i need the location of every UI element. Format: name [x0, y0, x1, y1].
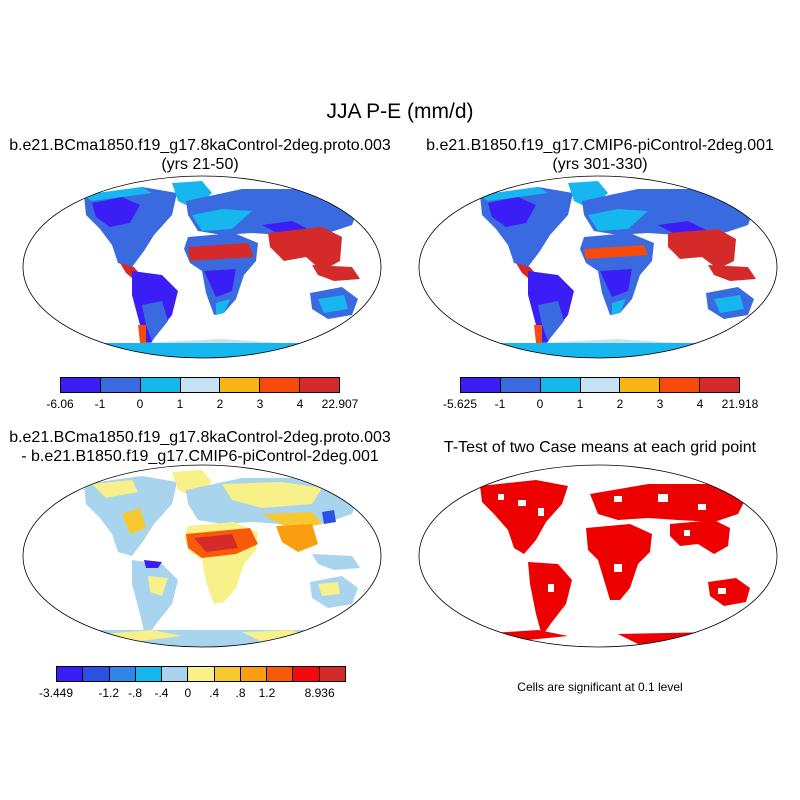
colorbar-tick-label: -5.625 — [442, 397, 478, 411]
colorbar-swatch — [461, 378, 501, 392]
map-bottom-right — [418, 464, 778, 649]
colorbar-tick-label: 3 — [256, 397, 264, 411]
colorbar-tick-label: 3 — [656, 397, 664, 411]
panel-title-line2: (yrs 301-330) — [552, 156, 648, 173]
world-map-pe-difference — [22, 464, 382, 648]
significance-note: Cells are significant at 0.1 level — [517, 680, 683, 694]
colorbar-bottom-left — [56, 666, 346, 682]
colorbar-swatch — [500, 378, 541, 392]
colorbar-tick-label: 0 — [536, 397, 544, 411]
colorbar-tick-label: 4 — [296, 397, 304, 411]
colorbar-tick-label: .4 — [209, 686, 220, 700]
colorbar-tick-label: 1 — [576, 397, 584, 411]
colorbar-swatch — [61, 378, 101, 392]
colorbar-tick-label: -6.06 — [46, 397, 74, 411]
colorbar-tick-label: 21.918 — [721, 397, 759, 411]
colorbar-swatch — [109, 667, 136, 681]
colorbar-swatch — [83, 667, 110, 681]
colorbar-tick-label: -3.449 — [38, 686, 74, 700]
colorbar-swatch — [162, 667, 189, 681]
colorbar-tick-label: 22.907 — [321, 397, 359, 411]
colorbar-swatch — [100, 378, 141, 392]
panel-title-line2: (yrs 21-50) — [161, 156, 239, 173]
colorbar-swatch — [660, 378, 701, 392]
colorbar-swatch — [57, 667, 84, 681]
colorbar-tick-label: 4 — [696, 397, 704, 411]
colorbar-tick-label: .8 — [235, 686, 246, 700]
colorbar-swatch — [214, 667, 241, 681]
figure-title: JJA P-E (mm/d) — [326, 100, 474, 123]
colorbar-tick-label: 2 — [616, 397, 624, 411]
colorbar-swatch — [700, 378, 740, 392]
panel-title-bottom-left: b.e21.BCma1850.f19_g17.8kaControl-2deg.p… — [0, 428, 400, 466]
panel-title-line1: b.e21.BCma1850.f19_g17.8kaControl-2deg.p… — [9, 429, 391, 446]
colorbar-swatch — [135, 667, 163, 681]
world-map-pe-case2 — [418, 175, 778, 359]
colorbar-tick-label: -1.2 — [98, 686, 120, 700]
colorbar-swatch — [140, 378, 181, 392]
colorbar-swatch — [240, 667, 268, 681]
colorbar-swatch — [267, 667, 294, 681]
panel-title-bottom-right: T-Test of two Case means at each grid po… — [443, 439, 757, 456]
colorbar-swatch — [260, 378, 301, 392]
colorbar-swatch — [188, 667, 215, 681]
colorbar-swatch — [300, 378, 340, 392]
colorbar-tick-label: -.8 — [128, 686, 143, 700]
map-top-right — [418, 175, 778, 360]
world-map-ttest — [418, 464, 778, 648]
colorbar-tick-label: 1 — [176, 397, 184, 411]
colorbar-tick-label: -.4 — [154, 686, 169, 700]
colorbar-tick-label: 0 — [136, 397, 144, 411]
panel-title-top-right: b.e21.B1850.f19_g17.CMIP6-piControl-2deg… — [400, 136, 800, 174]
colorbar-swatch — [580, 378, 621, 392]
panel-title-top-left: b.e21.BCma1850.f19_g17.8kaControl-2deg.p… — [0, 136, 400, 174]
colorbar-tick-label: -1 — [94, 397, 106, 411]
panel-title-line1: b.e21.B1850.f19_g17.CMIP6-piControl-2deg… — [426, 137, 774, 154]
map-top-left — [22, 175, 382, 360]
colorbar-swatch — [220, 378, 261, 392]
colorbar-top-left — [60, 377, 340, 393]
panel-title-line2: - b.e21.B1850.f19_g17.CMIP6-piControl-2d… — [21, 448, 379, 465]
panel-title-line1: b.e21.BCma1850.f19_g17.8kaControl-2deg.p… — [9, 137, 391, 154]
colorbar-swatch — [180, 378, 221, 392]
colorbar-swatch — [293, 667, 320, 681]
world-map-pe-case1 — [22, 175, 382, 359]
colorbar-swatch — [620, 378, 661, 392]
colorbar-top-right — [460, 377, 740, 393]
colorbar-swatch — [540, 378, 581, 392]
map-bottom-left — [22, 464, 382, 649]
colorbar-tick-label: -1 — [494, 397, 506, 411]
colorbar-tick-label: 2 — [216, 397, 224, 411]
colorbar-swatch — [319, 667, 345, 681]
colorbar-tick-label: 8.936 — [304, 686, 335, 700]
colorbar-tick-label: 0 — [184, 686, 192, 700]
colorbar-tick-label: 1.2 — [258, 686, 276, 700]
